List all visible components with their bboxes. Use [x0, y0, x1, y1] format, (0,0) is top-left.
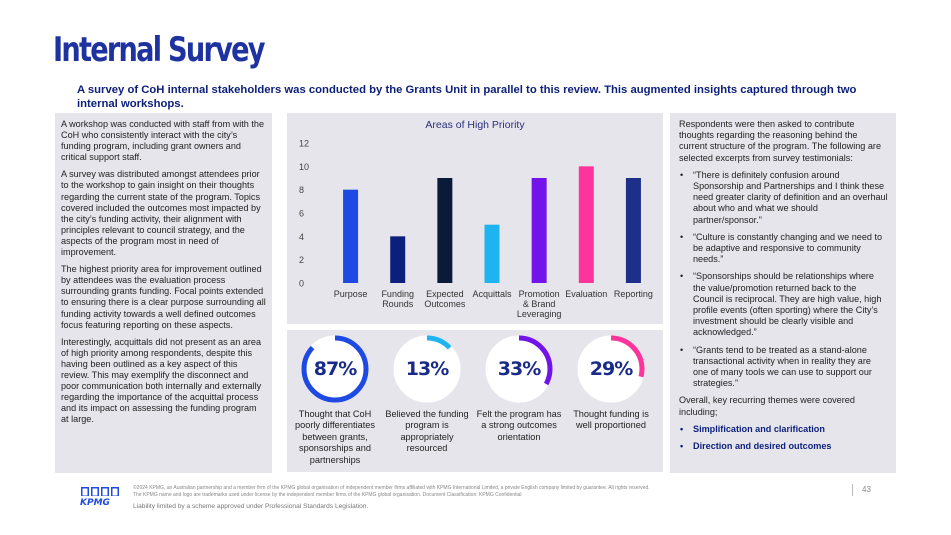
y-tick-label: 4 [299, 232, 304, 242]
y-tick-label: 12 [299, 139, 309, 149]
testimonials-panel: Respondents were then asked to contribut… [670, 113, 896, 473]
bar [531, 178, 547, 283]
bar [625, 178, 641, 283]
summary-paragraph: The highest priority area for improvemen… [61, 264, 266, 330]
stat-value: 13% [405, 358, 449, 380]
summary-paragraph: A survey was distributed amongst attende… [61, 169, 261, 258]
priority-chart-panel: 0 2 4 6 8 10 12 Purpose Funding Rounds Expected Out… [287, 113, 663, 324]
y-tick-label: 2 [299, 255, 304, 265]
chart-title: Areas of High Priority [425, 119, 525, 131]
liability-notice: Liability limited by a scheme approved u… [133, 503, 369, 510]
x-tick-label: Rounds [382, 299, 414, 309]
quote-item: “Culture is constantly changing and we n… [679, 232, 888, 266]
stat-label: Believed the funding program is appropri… [385, 409, 469, 454]
x-tick-label: Promotion [519, 289, 560, 299]
page-title: Internal Survey [53, 30, 266, 70]
ring-progress-arc [393, 335, 461, 403]
x-tick-label: Outcomes [424, 299, 466, 309]
workshop-summary-panel: A workshop was conducted with staff from… [55, 113, 272, 473]
quote-list: “There is definitely confusion around Sp… [679, 170, 888, 390]
bar [343, 189, 359, 283]
ring-progress-arc [485, 335, 553, 403]
y-tick-label: 8 [299, 185, 304, 195]
legal-line: The KPMG name and logo are trademarks us… [133, 492, 522, 498]
progress-ring: 33% [484, 334, 554, 404]
progress-ring: 29% [576, 334, 646, 404]
theme-list: Simplification and clarification Directi… [679, 424, 888, 453]
x-tick-label: Funding [381, 289, 414, 299]
page-subtitle: A survey of CoH internal stakeholders wa… [77, 84, 857, 110]
x-tick-label: Reporting [614, 289, 653, 299]
x-tick-label: Purpose [334, 289, 368, 299]
theme-item: Direction and desired outcomes [679, 441, 888, 452]
y-tick-label: 6 [299, 209, 304, 219]
stat-card: 33% Felt the program has a strong outcom… [473, 334, 565, 443]
stat-value: 29% [589, 358, 633, 380]
y-tick-label: 0 [299, 279, 304, 289]
quote-item: “Grants tend to be treated as a stand-al… [679, 345, 888, 390]
y-tick-label: 10 [299, 162, 309, 172]
bar [578, 166, 594, 283]
survey-stats-panel: 87% Thought that CoH poorly differentiat… [287, 330, 663, 472]
stat-card: 13% Believed the funding program is appr… [381, 334, 473, 455]
progress-ring: 87% [300, 334, 370, 404]
ring-progress-arc [301, 335, 369, 403]
stat-card: 29% Thought funding is well proportioned [565, 334, 657, 432]
legal-notice: ©2024 KPMG, an Australian partnership an… [133, 485, 793, 499]
bar [437, 178, 453, 283]
x-tick-label: Leveraging [517, 309, 562, 319]
themes-intro: Overall, key recurring themes were cover… [679, 395, 855, 417]
footer-divider [852, 484, 853, 496]
x-tick-label: Evaluation [565, 289, 607, 299]
kpmg-logo: KPMG [80, 487, 119, 506]
bar [390, 236, 406, 283]
summary-paragraph: Interestingly, acquittals did not presen… [61, 336, 262, 425]
quote-item: “There is definitely confusion around Sp… [679, 170, 888, 226]
page-number: 43 [862, 485, 871, 494]
stat-value: 33% [497, 358, 541, 380]
kpmg-logo-text: KPMG [80, 498, 110, 506]
bar [484, 224, 500, 283]
summary-paragraph: A workshop was conducted with staff from… [61, 119, 265, 163]
stat-card: 87% Thought that CoH poorly differentiat… [289, 334, 381, 466]
stat-label: Thought funding is well proportioned [573, 409, 649, 431]
stat-label: Felt the program has a strong outcomes o… [476, 409, 562, 442]
progress-ring: 13% [392, 334, 462, 404]
quote-item: “Sponsorships should be relationships wh… [679, 271, 888, 338]
stat-value: 87% [313, 358, 357, 380]
legal-line: ©2024 KPMG, an Australian partnership an… [133, 485, 650, 491]
theme-item: Simplification and clarification [679, 424, 888, 435]
ring-progress-arc [577, 335, 645, 403]
testimonials-intro: Respondents were then asked to contribut… [679, 119, 882, 163]
stat-label: Thought that CoH poorly differentiates b… [294, 409, 375, 465]
x-tick-label: Expected [426, 289, 464, 299]
x-tick-label: & Brand [523, 299, 556, 309]
x-tick-label: Acquittals [472, 289, 512, 299]
